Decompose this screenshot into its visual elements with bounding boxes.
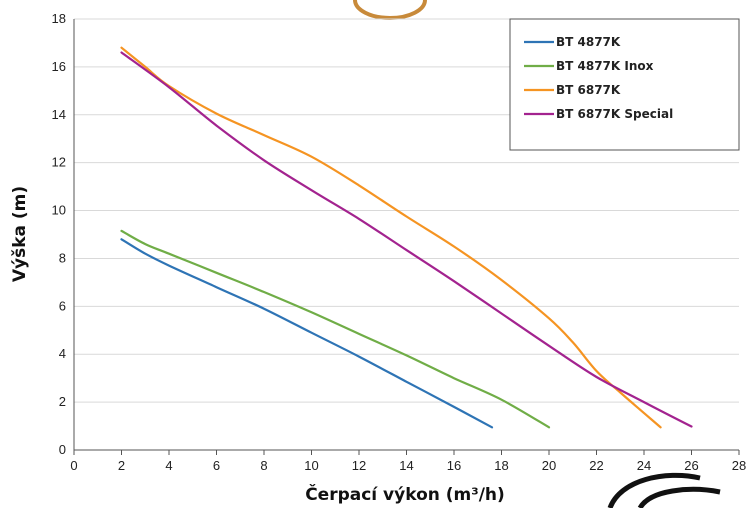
axes xyxy=(73,19,740,455)
y-tick-label: 8 xyxy=(59,250,66,265)
legend-label-0: BT 4877K xyxy=(556,35,621,49)
x-tick-label: 16 xyxy=(447,458,461,473)
x-tick-label: 14 xyxy=(399,458,413,473)
x-tick-label: 20 xyxy=(542,458,556,473)
x-tick-label: 8 xyxy=(260,458,267,473)
y-tick-label: 12 xyxy=(52,155,66,170)
legend-box xyxy=(509,18,740,151)
y-tick-label: 14 xyxy=(52,107,66,122)
x-tick-labels: 0 2 4 6 8 10 12 14 16 18 20 22 24 26 28 xyxy=(70,458,746,473)
x-tick-label: 6 xyxy=(213,458,220,473)
x-tick-label: 22 xyxy=(589,458,603,473)
series-lines xyxy=(120,46,693,429)
x-axis-title: Čerpací výkon (m³/h) xyxy=(305,483,505,505)
y-tick-label: 2 xyxy=(59,394,66,409)
x-tick-label: 26 xyxy=(684,458,698,473)
series-line-3 xyxy=(120,51,693,428)
legend-label-3: BT 6877K Special xyxy=(556,107,673,121)
grid-lines xyxy=(74,18,739,403)
y-tick-label: 10 xyxy=(52,203,66,218)
x-tick-label: 24 xyxy=(637,458,651,473)
x-tick-label: 10 xyxy=(304,458,318,473)
x-tick-label: 28 xyxy=(732,458,746,473)
legend-label-2: BT 6877K xyxy=(556,83,621,97)
y-tick-label: 18 xyxy=(52,11,66,26)
y-tick-label: 6 xyxy=(59,298,66,313)
series-line-2 xyxy=(120,46,662,429)
legend-label-1: BT 4877K Inox xyxy=(556,59,654,73)
series-line-0 xyxy=(120,238,494,429)
logo-fragment xyxy=(353,0,427,20)
y-tick-label: 16 xyxy=(52,59,66,74)
x-tick-label: 2 xyxy=(118,458,125,473)
x-tick-label: 0 xyxy=(70,458,77,473)
legend: BT 4877K BT 4877K Inox BT 6877K BT 6877K Sp… xyxy=(509,18,740,151)
x-tick-label: 4 xyxy=(165,458,172,473)
y-tick-labels: 0 2 4 6 8 10 12 14 16 18 xyxy=(52,11,66,457)
y-tick-label: 0 xyxy=(59,442,66,457)
y-axis-title: Výška (m) xyxy=(10,186,30,282)
cable-fragment xyxy=(607,472,721,508)
series-line-1 xyxy=(120,229,551,429)
x-tick-label: 12 xyxy=(352,458,366,473)
x-tick-label: 18 xyxy=(494,458,508,473)
y-tick-label: 4 xyxy=(59,346,66,361)
